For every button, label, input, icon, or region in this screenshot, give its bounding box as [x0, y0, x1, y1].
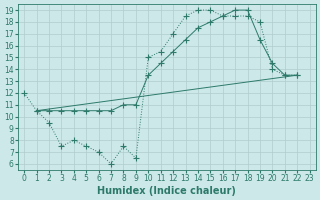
X-axis label: Humidex (Indice chaleur): Humidex (Indice chaleur)	[98, 186, 236, 196]
